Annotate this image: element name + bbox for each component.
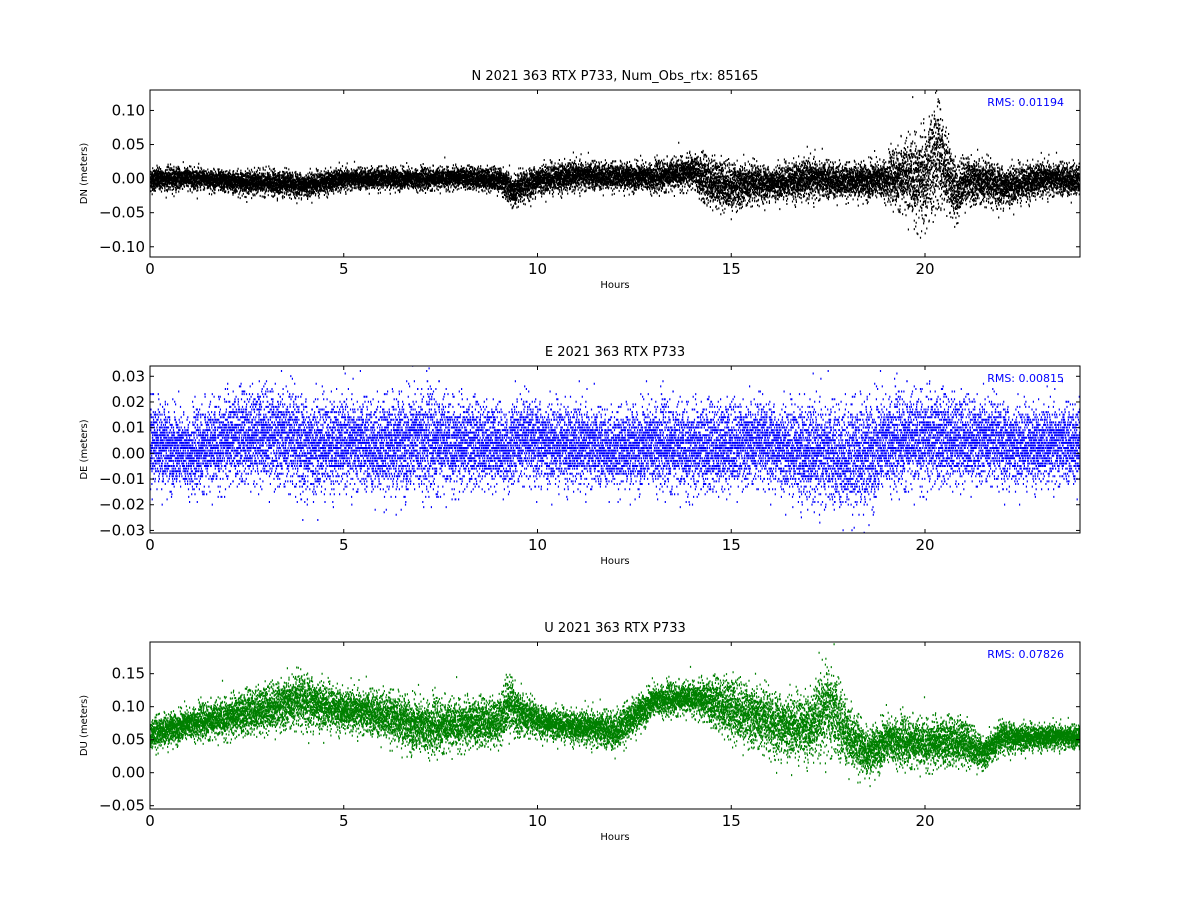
chart-title: U 2021 363 RTX P733	[544, 621, 686, 636]
y-tick-label: 0.10	[112, 101, 145, 119]
y-tick-label: 0.01	[112, 419, 145, 437]
y-axis-label: DN (meters)	[79, 143, 90, 205]
scatter-series	[150, 347, 1081, 534]
chart-title: N 2021 363 RTX P733, Num_Obs_rtx: 85165	[472, 69, 759, 84]
x-tick-label: 20	[915, 260, 934, 278]
x-tick-label: 5	[339, 536, 349, 554]
x-tick-label: 0	[145, 536, 155, 554]
x-axis-label: Hours	[600, 832, 629, 843]
panel-1: 0 5 10 15 20 −0.03 −0.02 −0.01 0.00 0.01 0.02 0.03 E…	[79, 345, 1081, 567]
y-tick-label: 0.05	[112, 731, 145, 749]
x-tick-label: 15	[722, 812, 741, 830]
y-tick-label: 0.00	[112, 444, 145, 462]
rms-annotation: RMS: 0.01194	[987, 96, 1064, 109]
x-tick-label: 15	[722, 536, 741, 554]
y-tick-label: −0.05	[99, 797, 145, 815]
y-tick-label: 0.03	[112, 367, 145, 385]
scatter-series	[150, 639, 1081, 787]
chart-title: E 2021 363 RTX P733	[545, 345, 685, 360]
x-axis-label: Hours	[600, 556, 629, 567]
scatter-points	[150, 84, 1081, 239]
y-tick-label: 0.10	[112, 698, 145, 716]
y-tick-label: 0.15	[112, 665, 145, 683]
rms-annotation: RMS: 0.07826	[987, 648, 1064, 661]
x-tick-label: 5	[339, 812, 349, 830]
y-tick-label: −0.05	[99, 204, 145, 222]
x-tick-label: 5	[339, 260, 349, 278]
y-tick-label: −0.03	[99, 521, 145, 539]
y-tick-label: −0.02	[99, 496, 145, 514]
y-tick-label: 0.00	[112, 764, 145, 782]
scatter-series	[150, 84, 1081, 239]
x-tick-label: 15	[722, 260, 741, 278]
panel-2: 0 5 10 15 20 −0.05 0.00 0.05 0.10 0.15 U 2021 363 …	[79, 621, 1081, 843]
x-tick-label: 0	[145, 260, 155, 278]
scatter-points	[150, 347, 1081, 534]
x-tick-label: 10	[528, 812, 547, 830]
y-tick-label: 0.05	[112, 136, 145, 154]
x-axis-label: Hours	[600, 280, 629, 291]
y-axis-label: DU (meters)	[79, 695, 90, 756]
x-tick-label: 20	[915, 812, 934, 830]
plot-frame	[150, 366, 1080, 533]
y-axis-label: DE (meters)	[79, 419, 90, 479]
x-tick-label: 10	[528, 260, 547, 278]
y-tick-label: −0.10	[99, 238, 145, 256]
y-tick-label: −0.01	[99, 470, 145, 488]
rms-annotation: RMS: 0.00815	[987, 372, 1064, 385]
scatter-points	[150, 639, 1081, 787]
y-tick-label: 0.00	[112, 170, 145, 188]
x-tick-label: 0	[145, 812, 155, 830]
y-tick-label: 0.02	[112, 393, 145, 411]
panel-0: 0 5 10 15 20 −0.10 −0.05 0.00 0.05 0.10 N 2021 363…	[79, 69, 1081, 291]
x-tick-label: 20	[915, 536, 934, 554]
x-tick-label: 10	[528, 536, 547, 554]
